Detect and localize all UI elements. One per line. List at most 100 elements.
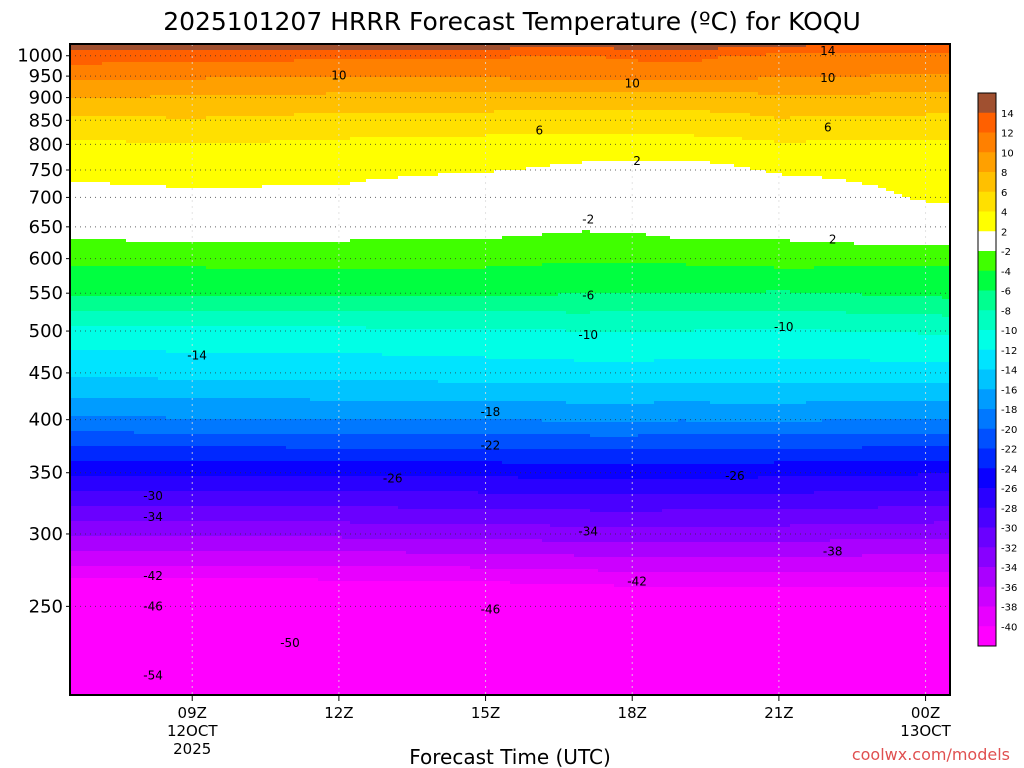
field-cell xyxy=(206,566,215,570)
field-cell xyxy=(190,554,199,558)
field-cell xyxy=(166,218,175,222)
field-cell xyxy=(94,65,103,69)
field-cell xyxy=(166,494,175,498)
field-cell xyxy=(142,677,151,681)
field-cell xyxy=(206,467,215,471)
field-cell xyxy=(182,335,191,339)
field-cell xyxy=(174,74,183,78)
field-cell xyxy=(86,485,95,489)
field-cell xyxy=(174,44,183,48)
field-cell xyxy=(174,359,183,363)
field-cell xyxy=(206,137,215,141)
field-cell xyxy=(198,389,207,393)
field-cell xyxy=(78,215,87,219)
field-cell xyxy=(70,98,79,102)
field-cell xyxy=(134,305,143,309)
field-cell xyxy=(150,257,159,261)
field-cell xyxy=(158,563,167,567)
field-cell xyxy=(206,638,215,642)
field-cell xyxy=(118,563,127,567)
field-cell xyxy=(174,137,183,141)
field-cell xyxy=(206,335,215,339)
field-cell xyxy=(94,638,103,642)
field-cell xyxy=(222,533,231,537)
field-cell xyxy=(214,143,223,147)
field-cell xyxy=(230,539,239,543)
field-cell xyxy=(94,383,103,387)
field-cell xyxy=(134,140,143,144)
field-cell xyxy=(110,482,119,486)
field-cell xyxy=(94,602,103,606)
field-cell xyxy=(86,620,95,624)
field-cell xyxy=(190,200,199,204)
field-cell xyxy=(182,563,191,567)
field-cell xyxy=(134,377,143,381)
field-cell xyxy=(142,194,151,198)
field-cell xyxy=(134,617,143,621)
field-cell xyxy=(78,689,87,693)
field-cell xyxy=(158,530,167,534)
field-cell xyxy=(174,140,183,144)
field-cell xyxy=(70,332,79,336)
field-cell xyxy=(238,338,247,342)
field-cell xyxy=(94,671,103,675)
field-cell xyxy=(134,482,143,486)
field-cell xyxy=(126,212,135,216)
field-cell xyxy=(86,227,95,231)
field-cell xyxy=(230,566,239,570)
field-cell xyxy=(86,473,95,477)
field-cell xyxy=(102,518,111,522)
field-cell xyxy=(150,74,159,78)
field-cell xyxy=(110,311,119,315)
field-cell xyxy=(126,629,135,633)
field-cell xyxy=(78,428,87,432)
field-cell xyxy=(238,656,247,660)
field-cell xyxy=(214,236,223,240)
field-cell xyxy=(142,629,151,633)
field-cell xyxy=(142,44,151,48)
field-cell xyxy=(214,425,223,429)
field-cell xyxy=(142,392,151,396)
field-cell xyxy=(206,107,215,111)
field-cell xyxy=(190,470,199,474)
field-cell xyxy=(222,635,231,639)
field-cell xyxy=(214,587,223,591)
field-cell xyxy=(214,80,223,84)
field-cell xyxy=(94,458,103,462)
field-cell xyxy=(190,365,199,369)
field-cell xyxy=(142,302,151,306)
field-cell xyxy=(142,425,151,429)
field-cell xyxy=(70,386,79,390)
field-cell xyxy=(206,356,215,360)
field-cell xyxy=(206,665,215,669)
field-cell xyxy=(126,305,135,309)
field-cell xyxy=(142,281,151,285)
field-cell xyxy=(206,269,215,273)
field-cell xyxy=(110,173,119,177)
field-cell xyxy=(190,263,199,267)
field-cell xyxy=(198,371,207,375)
field-cell xyxy=(166,464,175,468)
field-cell xyxy=(222,566,231,570)
field-cell xyxy=(134,392,143,396)
field-cell xyxy=(190,266,199,270)
field-cell xyxy=(86,107,95,111)
field-cell xyxy=(110,401,119,405)
field-cell xyxy=(222,278,231,282)
field-cell xyxy=(182,404,191,408)
field-cell xyxy=(222,386,231,390)
field-cell xyxy=(190,644,199,648)
field-cell xyxy=(126,449,135,453)
field-cell xyxy=(102,431,111,435)
field-cell xyxy=(174,410,183,414)
field-cell xyxy=(110,149,119,153)
field-cell xyxy=(190,518,199,522)
field-cell xyxy=(158,188,167,192)
field-cell xyxy=(246,101,255,105)
field-cell xyxy=(86,173,95,177)
field-cell xyxy=(222,311,231,315)
field-cell xyxy=(238,215,247,219)
field-cell xyxy=(190,287,199,291)
field-cell xyxy=(246,506,255,510)
field-cell xyxy=(198,578,207,582)
